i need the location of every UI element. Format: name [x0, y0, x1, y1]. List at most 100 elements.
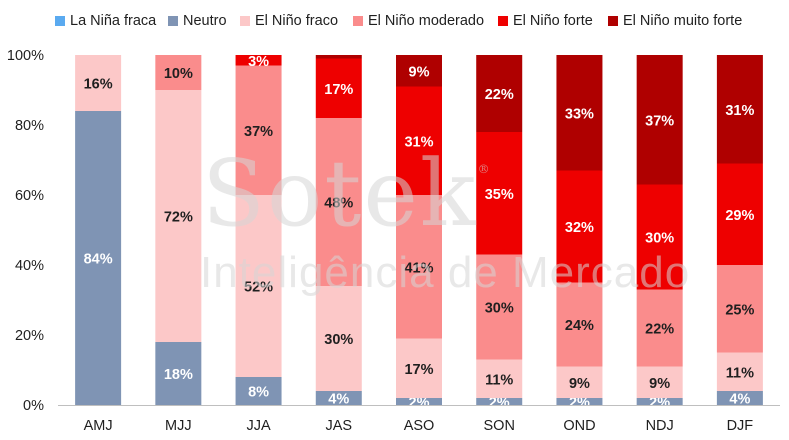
y-tick-label: 100% [7, 48, 44, 64]
y-tick-label: 20% [15, 328, 44, 344]
data-label: 9% [569, 376, 590, 392]
legend-label: El Niño fraco [255, 13, 339, 29]
bar-segment [235, 377, 282, 405]
data-label: 48% [324, 196, 353, 212]
bar-segment [235, 65, 282, 195]
data-label: 72% [164, 210, 193, 226]
y-tick-label: 80% [15, 118, 44, 134]
bar-segment [396, 398, 442, 405]
x-tick-label: JJA [246, 418, 271, 434]
legend-label: El Niño moderado [368, 13, 485, 29]
data-label: 37% [244, 124, 273, 140]
x-tick-label: AMJ [84, 418, 113, 434]
bar-segment [716, 352, 763, 391]
data-label: 3% [248, 54, 269, 70]
data-label: 37% [645, 113, 674, 129]
legend: La Niña fraca Neutro El Niño fraco El Niño … [0, 10, 789, 32]
bar-segment [315, 286, 362, 391]
bar-segment [716, 163, 763, 265]
data-label: 29% [725, 208, 754, 224]
legend-item: El Niño moderado [353, 10, 484, 32]
legend-item: Neutro [168, 10, 227, 32]
data-label: 2% [489, 395, 510, 411]
data-label: 31% [725, 103, 754, 119]
bar-segment [716, 55, 763, 164]
data-label: 41% [404, 260, 433, 276]
bar-segment [315, 55, 362, 59]
x-tick-label: JAS [325, 418, 352, 434]
y-tick-label: 0% [23, 398, 44, 414]
bar-segment [476, 55, 523, 132]
bar-segment [396, 55, 442, 87]
bar-segment [155, 342, 202, 405]
bar-segment [556, 282, 603, 367]
data-label: 11% [485, 372, 513, 388]
data-label: 30% [645, 231, 674, 247]
data-label: 32% [565, 220, 594, 236]
bar-segment [315, 391, 362, 405]
bar-segment [636, 55, 683, 185]
legend-swatch [55, 16, 65, 26]
legend-item: La Niña fraca [55, 10, 156, 32]
data-label: 52% [244, 280, 273, 296]
bar-segment [155, 90, 202, 342]
y-tick-label: 40% [15, 258, 44, 274]
bar-segment [315, 58, 362, 118]
data-label: 17% [324, 82, 353, 98]
bar-segment [636, 398, 683, 405]
data-label: 30% [324, 332, 353, 348]
legend-item: El Niño muito forte [608, 10, 742, 32]
x-tick-label: NDJ [646, 418, 674, 434]
bar-segment [476, 359, 523, 398]
bar-segment [476, 254, 523, 360]
data-label: 4% [729, 392, 750, 408]
bar-segment [75, 111, 122, 405]
legend-label: El Niño forte [513, 13, 593, 29]
data-label: 10% [164, 66, 193, 82]
data-label: 9% [409, 64, 430, 80]
data-label: 84% [84, 252, 113, 268]
data-label: 18% [164, 367, 193, 383]
bar-segment [716, 391, 763, 405]
data-label: 9% [649, 376, 670, 392]
legend-label: El Niño muito forte [623, 13, 743, 29]
bar-segment [636, 289, 683, 367]
bar-segment [716, 265, 763, 353]
bar-segment [556, 55, 603, 171]
data-label: 24% [565, 318, 594, 334]
legend-swatch [168, 16, 178, 26]
data-label: 2% [409, 395, 430, 411]
x-tick-label: DJF [727, 418, 754, 434]
bar-segment [556, 366, 603, 398]
legend-swatch [240, 16, 250, 26]
data-label: 25% [725, 302, 754, 318]
bar-segment [476, 398, 523, 405]
bar-segment [155, 55, 202, 90]
data-label: 2% [649, 395, 670, 411]
data-label: 8% [248, 385, 269, 401]
data-label: 16% [84, 77, 113, 93]
data-label: 30% [485, 301, 514, 317]
bar-segment [235, 55, 282, 66]
data-label: 33% [565, 106, 594, 122]
bar-segment [235, 195, 282, 377]
legend-swatch [353, 16, 363, 26]
legend-label: Neutro [183, 13, 227, 29]
bar-segment [476, 132, 523, 255]
x-tick-label: SON [484, 418, 515, 434]
x-tick-label: MJJ [165, 418, 192, 434]
bar-segment [636, 366, 683, 398]
legend-item: El Niño forte [498, 10, 593, 32]
data-label: 11% [726, 365, 754, 381]
legend-swatch [608, 16, 618, 26]
bar-segment [396, 86, 442, 195]
bar-segment [636, 184, 683, 290]
bar-segment [396, 338, 442, 398]
data-label: 4% [328, 392, 349, 408]
legend-label: La Niña fraca [70, 13, 157, 29]
data-label: 2% [569, 395, 590, 411]
bar-segment [315, 118, 362, 286]
data-label: 17% [404, 362, 433, 378]
legend-item: El Niño fraco [240, 10, 338, 32]
